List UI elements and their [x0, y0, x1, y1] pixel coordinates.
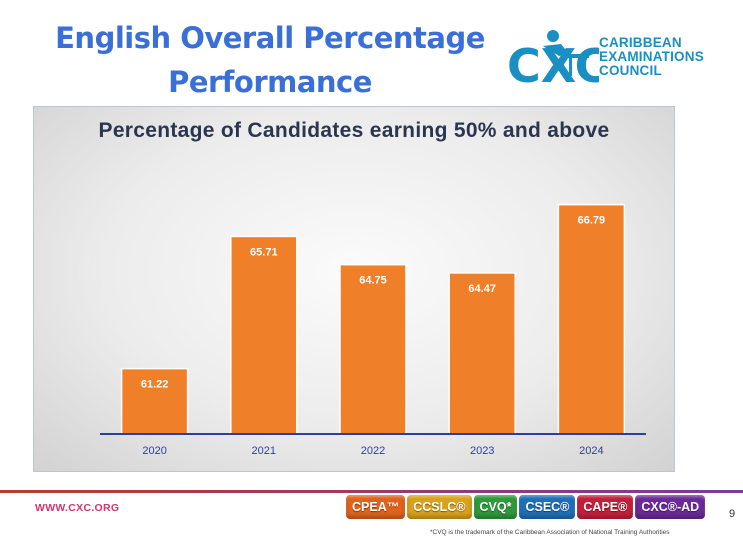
slide-title-line-2: Performance — [168, 65, 372, 99]
logo-line-1: CARIBBEAN — [599, 35, 682, 50]
chart-panel: Percentage of Candidates earning 50% and… — [33, 106, 675, 472]
logo-line-2: EXAMINATIONS — [599, 49, 704, 64]
badge-ccslc: CCSLC® — [407, 495, 472, 519]
slide-title: English Overall Percentage Performance — [40, 16, 500, 104]
badge-cape: CAPE® — [577, 495, 634, 519]
qualification-badges: CPEA™ CCSLC® CVQ* CSEC® CAPE® CXC®-AD — [346, 495, 706, 519]
page-number: 9 — [729, 508, 736, 520]
bar-2024 — [557, 203, 626, 435]
badge-cxc-ad: CXC®-AD — [635, 495, 706, 519]
data-label-2024: 66.79 — [578, 215, 606, 227]
slide-title-line-1: English Overall Percentage — [55, 21, 485, 55]
logo-line-3: COUNCIL — [599, 63, 662, 78]
cxc-logo: CXC CARIBBEAN EXAMINATIONS COUNCIL — [503, 24, 723, 96]
footer-divider — [0, 490, 743, 493]
bar-2021 — [230, 235, 298, 435]
data-label-2021: 65.71 — [250, 246, 278, 258]
bar-2022 — [339, 263, 407, 435]
x-tick-2024: 2024 — [579, 445, 603, 457]
chart-title: Percentage of Candidates earning 50% and… — [98, 119, 610, 142]
data-label-2023: 64.47 — [468, 283, 496, 295]
badge-cvq: CVQ* — [473, 495, 518, 519]
data-label-2022: 64.75 — [359, 275, 387, 287]
trademark-note: *CVQ is the trademark of the Caribbean A… — [430, 529, 670, 536]
x-tick-2020: 2020 — [142, 445, 166, 457]
bar-chart: 61.22 2020 65.71 2021 64.75 2022 64.47 2023 66.7… — [100, 203, 646, 457]
badge-cpea: CPEA™ — [346, 495, 406, 519]
cxc-logo-text: CARIBBEAN EXAMINATIONS COUNCIL — [599, 36, 704, 78]
x-tick-2021: 2021 — [252, 445, 276, 457]
x-tick-2023: 2023 — [470, 445, 494, 457]
bar-2020 — [120, 367, 189, 435]
data-label-2020: 61.22 — [141, 379, 169, 391]
cxc-logo-mark-icon: CXC — [507, 30, 608, 93]
footer-url[interactable]: WWW.CXC.ORG — [35, 502, 120, 514]
badge-csec: CSEC® — [519, 495, 576, 519]
x-tick-2022: 2022 — [361, 445, 385, 457]
bar-2023 — [448, 272, 516, 435]
